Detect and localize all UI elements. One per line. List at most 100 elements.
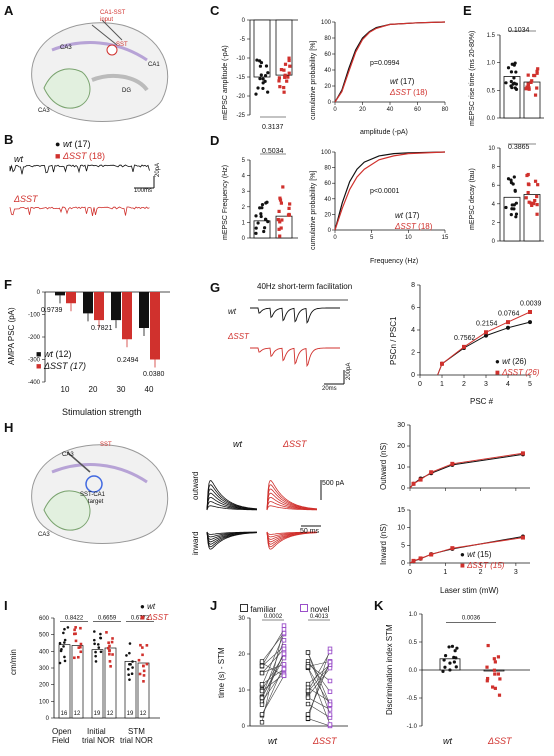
j-familiar-1-3 — [305, 701, 311, 707]
d-dot-0-0 — [254, 231, 258, 235]
k-yticklabel-4: 1.0 — [409, 612, 418, 618]
j-familiar-0-11 — [259, 712, 265, 717]
i-dot-1-0-9 — [92, 638, 96, 642]
i-bar-0-1 — [71, 645, 84, 719]
d-dot-1-8 — [276, 218, 280, 222]
h-in-point-sst-4 — [520, 535, 525, 540]
i-dot-1-1-8 — [108, 660, 112, 663]
h-in-yticklabel-0: 0 — [401, 560, 405, 567]
i-dot-1-0-4 — [99, 650, 103, 654]
f-bar-SST-40 — [150, 292, 160, 360]
j-novel-0-16 — [281, 651, 287, 657]
c-dot-0-9 — [263, 74, 268, 78]
h-sst: ΔSST — [283, 439, 307, 449]
c-cdf-xticklabel-0: 0 — [333, 107, 337, 113]
k-ylabel: Discrimination index STM — [385, 624, 394, 715]
i-dot-0-0-7 — [63, 655, 66, 659]
d-dot-0-6 — [259, 212, 263, 216]
f-xticklabel-2: 30 — [117, 385, 126, 394]
c-dot-1-10 — [277, 76, 281, 80]
d-bar-chart: 0 1 2 3 4 5 — [242, 153, 298, 242]
f-bar-wt-30 — [111, 292, 121, 321]
k-bar-chart: 0.0036 -1.0 -0.5 0.0 0.5 1.0 — [407, 612, 530, 730]
j-pair-0-9 — [261, 662, 285, 677]
i-yticklabel-1: 100 — [39, 699, 50, 705]
d-dot-1-5 — [279, 201, 283, 205]
f-bar-chart: 0 -100 -200 -300 -400 10 0.9739 20 0.7821 30 0.249… — [28, 290, 170, 394]
j-pval-0: 0.0002 — [264, 614, 283, 620]
c-cdf-leg-sst-n: (18) — [413, 88, 428, 97]
h-in-point-sst-2 — [429, 552, 434, 557]
e-decay-p: 0.3865 — [508, 144, 530, 151]
c-dot-1-13 — [283, 73, 287, 77]
d-dot-0-1 — [260, 202, 265, 207]
j-familiar-1-4 — [305, 716, 311, 721]
c-cdf-yticklabel-3: 60 — [324, 52, 331, 58]
j-pair-1-16 — [307, 652, 331, 715]
panel-label-d: D — [210, 133, 220, 148]
i-pval-1: 0.6659 — [98, 616, 117, 622]
diagram-label-ca3: CA3 — [38, 108, 50, 114]
e-rise-dot-1-9 — [527, 87, 531, 91]
i-dot-1-1-11 — [109, 665, 112, 668]
d-yticklabel-5: 5 — [242, 158, 246, 164]
k-dot-1-4 — [493, 672, 497, 676]
k-dot-1-11 — [486, 643, 490, 648]
d-cdf-leg-sst: ΔSST (18) — [395, 223, 432, 231]
h-trace-sst-out-7 — [266, 480, 318, 511]
h-diagram-target: target — [88, 499, 104, 505]
d-dot-1-10 — [278, 234, 282, 238]
j-novel-0-4 — [281, 638, 287, 643]
i-dot-1-0-8 — [94, 654, 97, 658]
k-dot-1-12 — [492, 657, 496, 661]
e-decay-dot-1-9 — [527, 200, 531, 204]
i-dot-2-0-5 — [128, 678, 131, 681]
f-ylabel: AMPA PSC (pA) — [7, 307, 16, 365]
h-in-xticklabel-2: 2 — [479, 569, 483, 576]
i-n-0-0: 16 — [61, 711, 68, 717]
j-novel-1-9 — [327, 702, 333, 707]
h-out-line-wt — [409, 453, 523, 489]
e-decay-dot-0-14 — [510, 203, 514, 207]
j-xlabel-wt: wt — [268, 736, 277, 746]
k-xlabel-sst: ΔSST — [488, 736, 512, 746]
b-legend-sst-text: ΔSST — [62, 151, 87, 161]
h-out-yticklabel-2: 20 — [397, 443, 405, 450]
j-novel-0-13 — [281, 646, 287, 652]
j-familiar-0-12 — [259, 659, 265, 664]
j-familiar-0-13 — [259, 670, 265, 676]
i-dot-1-0-2 — [93, 630, 96, 633]
g-point-wt-4 — [528, 320, 532, 325]
k-dot-0-6 — [443, 654, 448, 658]
i-yticklabel-4: 400 — [39, 649, 50, 655]
i-bar-chart: 0 100 200 300 400 500 600 0.8422 16 12 0.6659 19 12 0… — [39, 616, 160, 722]
e-rise-dot-0-10 — [506, 66, 511, 70]
i-dot-2-1-10 — [141, 646, 144, 649]
d-yticklabel-0: 0 — [242, 236, 246, 242]
g-pval-0: 0.7562 — [454, 335, 476, 342]
f-bar-SST-20 — [94, 292, 104, 321]
f-xlabel: Stimulation strength — [62, 407, 142, 417]
g-yticklabel-3: 6 — [411, 305, 415, 312]
d-cdf-xticklabel-1: 5 — [370, 235, 374, 241]
g-scale-x: 20ms — [322, 386, 337, 392]
h-out-ylabel: Outward (nS) — [379, 442, 388, 490]
i-dot-1-1-9 — [108, 652, 111, 656]
h-outward: outward — [191, 471, 200, 500]
i-pval-2: 0.6772 — [131, 616, 150, 622]
e-rise-dot-0-13 — [514, 82, 518, 86]
j-familiar-1-8 — [305, 688, 311, 693]
j-pair-1-15 — [307, 661, 331, 667]
f-leg-wt-text: wt — [43, 349, 53, 359]
c-bar-0 — [253, 19, 271, 78]
e-rise-dot-0-8 — [509, 79, 513, 84]
h-inward-chart: 0 5 10 15 0 1 2 3 — [397, 507, 530, 576]
i-dot-1-1-0 — [105, 631, 108, 634]
h-trace-sst-out-4 — [266, 492, 317, 511]
i-dot-2-0-11 — [129, 663, 132, 666]
h-diagram-ca3: CA3 — [38, 532, 50, 538]
f-leg-sst: ■ ΔSST (17) — [36, 361, 86, 371]
j-yticklabel-1: 10 — [238, 688, 245, 694]
e-rise-dot-0-9 — [510, 85, 514, 90]
d-cdf-yticklabel-2: 40 — [324, 197, 331, 203]
